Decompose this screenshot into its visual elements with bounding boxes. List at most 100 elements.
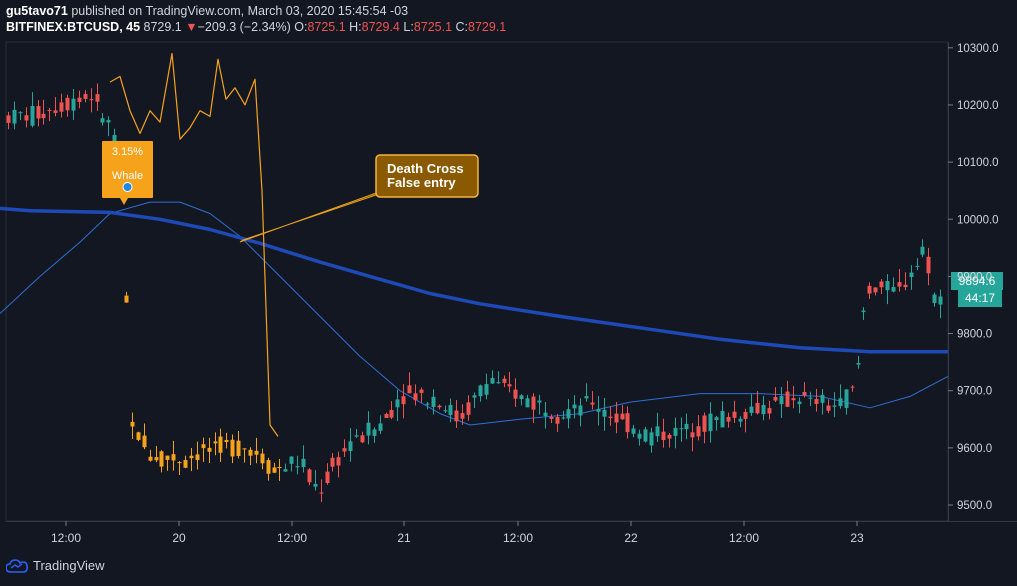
candle-body: [236, 440, 241, 457]
candle-body: [785, 391, 790, 407]
candle-body: [537, 400, 542, 403]
whale-percent: 3.15%: [112, 146, 143, 158]
candle-body: [401, 396, 406, 405]
candle-body: [496, 382, 501, 384]
candle-body: [608, 416, 613, 418]
candle-body: [549, 416, 554, 419]
candle-body: [614, 413, 619, 423]
candle-body: [289, 456, 294, 464]
chart-footer: [0, 550, 1017, 586]
candle-body: [136, 432, 141, 440]
candle-body: [484, 384, 489, 395]
candle-body: [213, 441, 218, 444]
candle-body: [732, 411, 737, 418]
tradingview-cloud-icon: [6, 558, 28, 573]
time-tick-label: 12:00: [277, 531, 307, 545]
candle-body: [743, 411, 748, 419]
last-price-badge: [951, 272, 1003, 290]
candle-body: [867, 285, 872, 294]
candle-body: [519, 395, 524, 400]
time-tick-label: 23: [850, 531, 864, 545]
candle-body: [83, 94, 88, 99]
whale-callout-pointer: [120, 198, 128, 205]
candle-body: [643, 429, 648, 442]
candle-body: [726, 417, 731, 422]
candle-body: [189, 455, 194, 459]
candle-body: [472, 395, 477, 398]
candle-body: [584, 396, 589, 399]
candle-body: [838, 398, 843, 407]
candle-body: [330, 457, 335, 467]
candle-body: [773, 396, 778, 401]
candle-body: [71, 98, 76, 111]
candle-body: [850, 386, 855, 388]
last-price: 8729.1: [143, 20, 182, 34]
candle-body: [856, 363, 861, 365]
moving-averages: [0, 52, 949, 437]
candle-body: [525, 398, 530, 408]
candle-body: [620, 413, 625, 420]
price-tick-label: 9600.0: [957, 443, 992, 455]
candle-body: [903, 284, 908, 288]
change-arrow-icon: ▼: [185, 20, 198, 34]
candle-body: [272, 467, 277, 473]
symbol-label[interactable]: BITFINEX:BTCUSD, 45: [6, 20, 141, 34]
candle-body: [661, 431, 666, 441]
candle-body: [266, 460, 271, 474]
close-label: C:: [455, 20, 469, 34]
close-value: 8729.1: [468, 20, 507, 34]
candle-body: [242, 448, 247, 450]
death-cross-subtitle: False entry: [387, 175, 456, 190]
candle-body: [142, 435, 147, 448]
candle-body: [820, 394, 825, 403]
whale-orange-line: [109, 52, 279, 437]
price-tick-label: 9500.0: [957, 500, 992, 512]
candle-body: [566, 409, 571, 419]
candle-body: [738, 418, 743, 422]
candle-body: [124, 295, 129, 303]
candle-body: [207, 447, 212, 452]
whale-callout-box: [102, 141, 153, 198]
price-tick-label: 10200.0: [957, 100, 999, 112]
candle-body: [41, 113, 46, 119]
candle-body: [891, 287, 896, 292]
candle-body: [861, 310, 866, 313]
time-tick-label: 21: [397, 531, 411, 545]
candle-body: [283, 469, 288, 472]
chart-grid: [5, 41, 949, 522]
candlesticks: [6, 83, 943, 503]
candle-body: [313, 483, 318, 487]
candle-body: [454, 410, 459, 422]
candle-body: [336, 457, 341, 466]
candle-body: [915, 265, 920, 267]
price-tick-label: 9800.0: [957, 329, 992, 341]
candle-body: [65, 97, 70, 111]
candle-body: [378, 423, 383, 431]
candle-body: [655, 426, 660, 437]
candle-body: [702, 415, 707, 432]
candle-body: [218, 436, 223, 453]
candle-body: [932, 294, 937, 304]
candle-body: [832, 405, 837, 407]
candle-body: [897, 282, 902, 287]
candle-body: [437, 405, 442, 408]
price-tick-label: 10100.0: [957, 157, 999, 169]
candle-body: [649, 432, 654, 446]
candle-body: [106, 120, 111, 123]
candle-body: [755, 402, 760, 414]
candle-body: [360, 435, 365, 443]
candle-body: [342, 448, 347, 452]
candle-body: [59, 102, 64, 112]
candle-body: [425, 403, 430, 405]
tradingview-logo[interactable]: TradingView: [6, 558, 105, 573]
candle-body: [348, 441, 353, 451]
candle-body: [89, 99, 94, 101]
published-text: published on TradingView.com, March 03, …: [71, 4, 409, 18]
publisher-name[interactable]: gu5tavo71: [6, 4, 68, 18]
tradingview-brand: TradingView: [33, 558, 105, 573]
candle-body: [673, 427, 678, 436]
candle-body: [667, 434, 672, 439]
whale-icon: [122, 182, 133, 192]
open-value: 8725.1: [307, 20, 346, 34]
